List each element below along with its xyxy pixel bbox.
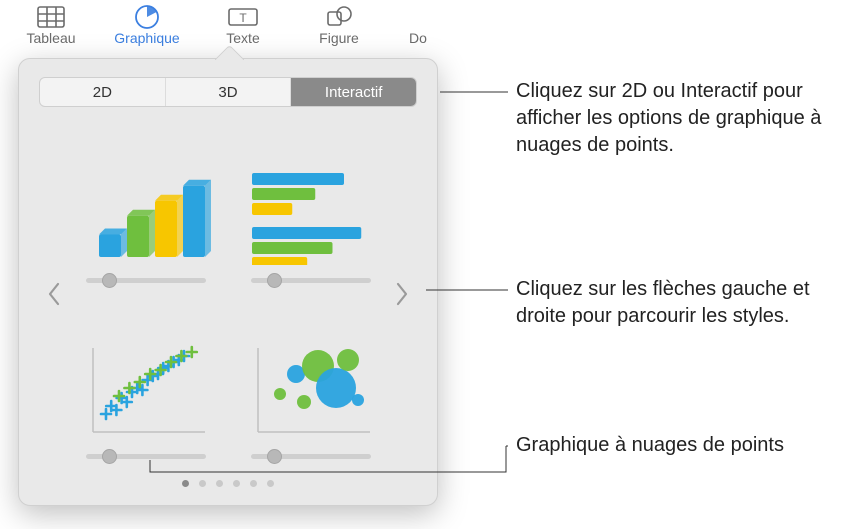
toolbar-label: Do bbox=[409, 30, 427, 46]
toolbar-texte[interactable]: T Texte bbox=[206, 4, 280, 46]
page-dot[interactable] bbox=[250, 480, 257, 487]
chart-option-hbar[interactable] bbox=[242, 135, 379, 287]
chart-thumbnail-grid bbox=[39, 107, 417, 480]
chart-option-bar[interactable] bbox=[77, 135, 214, 287]
segment-3d[interactable]: 3D bbox=[166, 78, 292, 106]
page-dot[interactable] bbox=[199, 480, 206, 487]
toolbar-graphique[interactable]: Graphique bbox=[110, 4, 184, 46]
shapes-icon bbox=[324, 4, 354, 30]
page-dot[interactable] bbox=[216, 480, 223, 487]
chart-option-bubble[interactable] bbox=[242, 311, 379, 463]
toolbar-overflow[interactable]: Do bbox=[398, 4, 438, 46]
segment-2d[interactable]: 2D bbox=[40, 78, 166, 106]
chart-type-segmented-control: 2D 3D Interactif bbox=[39, 77, 417, 107]
piechart-icon bbox=[132, 4, 162, 30]
bar-chart-thumb bbox=[81, 165, 211, 265]
mini-slider[interactable] bbox=[86, 275, 206, 287]
toolbar-figure[interactable]: Figure bbox=[302, 4, 376, 46]
mini-slider[interactable] bbox=[86, 450, 206, 462]
svg-text:T: T bbox=[239, 11, 247, 25]
overflow-icon bbox=[403, 4, 433, 30]
page-dot[interactable] bbox=[267, 480, 274, 487]
next-page-arrow[interactable] bbox=[389, 274, 415, 314]
hbar-chart-thumb bbox=[246, 165, 376, 265]
scatter-chart-thumb bbox=[81, 340, 211, 440]
toolbar-label: Graphique bbox=[114, 30, 179, 46]
page-dots bbox=[39, 480, 417, 491]
toolbar-label: Texte bbox=[226, 30, 259, 46]
insert-toolbar: Tableau Graphique T Texte Figure Do bbox=[0, 0, 852, 54]
chart-option-scatter[interactable] bbox=[77, 311, 214, 463]
table-icon bbox=[36, 4, 66, 30]
page-dot[interactable] bbox=[182, 480, 189, 487]
toolbar-label: Figure bbox=[319, 30, 359, 46]
segment-interactif[interactable]: Interactif bbox=[291, 78, 416, 106]
bubble-chart-thumb bbox=[246, 340, 376, 440]
callout-bottom: Graphique à nuages de points bbox=[516, 432, 784, 459]
callout-middle: Cliquez sur les flèches gauche et droite… bbox=[516, 276, 846, 330]
textbox-icon: T bbox=[228, 4, 258, 30]
page-dot[interactable] bbox=[233, 480, 240, 487]
callout-top: Cliquez sur 2D ou Interactif pour affich… bbox=[516, 78, 846, 159]
prev-page-arrow[interactable] bbox=[41, 274, 67, 314]
chart-popover: 2D 3D Interactif bbox=[18, 58, 438, 506]
mini-slider[interactable] bbox=[251, 275, 371, 287]
toolbar-label: Tableau bbox=[26, 30, 75, 46]
mini-slider[interactable] bbox=[251, 450, 371, 462]
toolbar-tableau[interactable]: Tableau bbox=[14, 4, 88, 46]
